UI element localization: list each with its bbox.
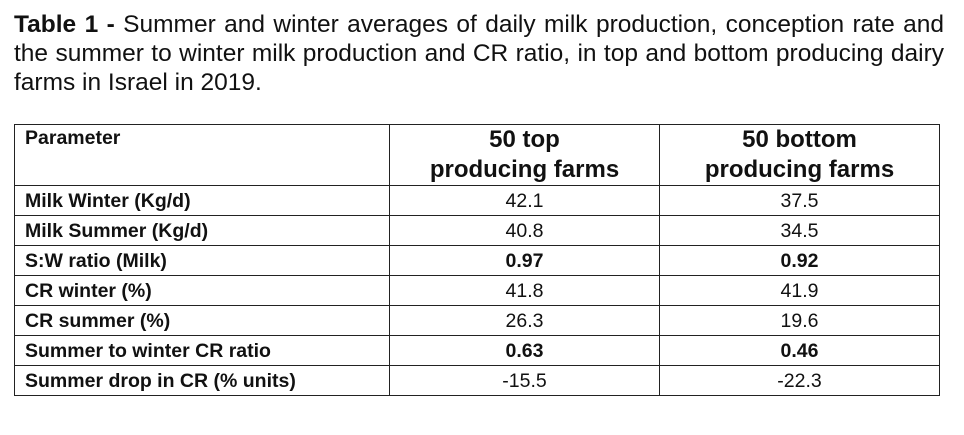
top-farms-value: 0.63 (389, 335, 660, 366)
data-table: Parameter 50 top producing farms 50 bott… (14, 124, 940, 396)
header-row: Parameter 50 top producing farms 50 bott… (14, 124, 940, 186)
bottom-farms-value: 19.6 (659, 305, 940, 336)
parameter-cell: Milk Summer (Kg/d) (14, 215, 390, 246)
bottom-farms-value: 0.46 (659, 335, 940, 366)
table-row: Summer to winter CR ratio 0.63 0.46 (14, 335, 940, 366)
top-farms-value: 26.3 (389, 305, 660, 336)
bottom-farms-value: 37.5 (659, 185, 940, 216)
bottom-farms-header-line1: 50 bottom (742, 126, 857, 153)
top-farms-value: 41.8 (389, 275, 660, 306)
parameter-cell: Summer to winter CR ratio (14, 335, 390, 366)
top-farms-header: 50 top producing farms (389, 124, 660, 186)
parameter-header: Parameter (14, 124, 390, 186)
bottom-farms-value: -22.3 (659, 365, 940, 396)
table-row: Milk Winter (Kg/d) 42.1 37.5 (14, 185, 940, 216)
table-row: Summer drop in CR (% units) -15.5 -22.3 (14, 365, 940, 396)
top-farms-value: 0.97 (389, 245, 660, 276)
caption-text: Summer and winter averages of daily milk… (14, 11, 944, 96)
table-row: CR winter (%) 41.8 41.9 (14, 275, 940, 306)
top-farms-header-line2: producing farms (429, 156, 620, 183)
parameter-cell: Milk Winter (Kg/d) (14, 185, 390, 216)
top-farms-value: 42.1 (389, 185, 660, 216)
bottom-farms-value: 41.9 (659, 275, 940, 306)
bottom-farms-header: 50 bottom producing farms (659, 124, 940, 186)
bottom-farms-value: 34.5 (659, 215, 940, 246)
caption-label: Table 1 - (14, 11, 115, 38)
table-row: S:W ratio (Milk) 0.97 0.92 (14, 245, 940, 276)
table-row: CR summer (%) 26.3 19.6 (14, 305, 940, 336)
table-caption: Table 1 - Summer and winter averages of … (14, 10, 944, 97)
top-farms-value: 40.8 (389, 215, 660, 246)
top-farms-header-line1: 50 top (489, 126, 560, 153)
parameter-cell: S:W ratio (Milk) (14, 245, 390, 276)
bottom-farms-header-line2: producing farms (704, 156, 895, 183)
table-row: Milk Summer (Kg/d) 40.8 34.5 (14, 215, 940, 246)
top-farms-value: -15.5 (389, 365, 660, 396)
bottom-farms-value: 0.92 (659, 245, 940, 276)
parameter-cell: CR winter (%) (14, 275, 390, 306)
parameter-cell: Summer drop in CR (% units) (14, 365, 390, 396)
parameter-cell: CR summer (%) (14, 305, 390, 336)
